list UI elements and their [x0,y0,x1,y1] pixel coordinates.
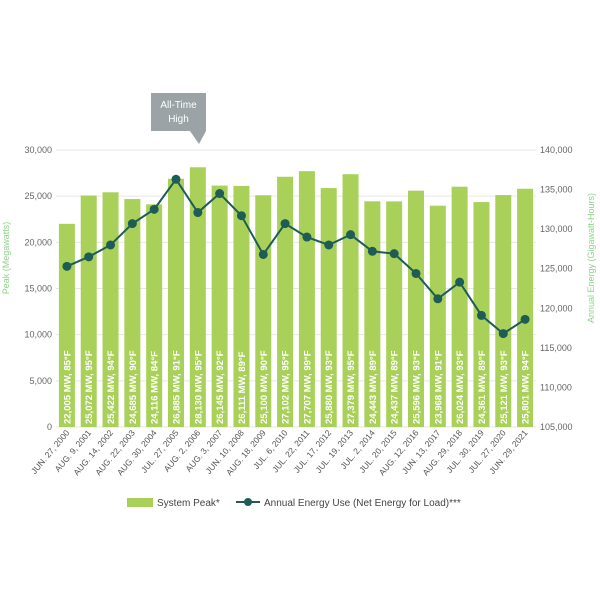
peak-bar [58,223,75,427]
bar-data-label: 25,596 MW, 93°F [412,350,423,424]
energy-line [66,177,526,335]
energy-point [280,219,290,229]
bar-data-label: 27,707 MW, 99°F [302,350,313,424]
bar-data-label: 27,379 MW, 95°F [346,350,357,424]
callout-line2: High [168,114,189,125]
peak-bar [364,201,381,427]
all-time-high-callout: All-Time High [151,93,206,144]
right-tick-label: 110,000 [540,382,572,392]
left-tick-label: 20,000 [24,237,52,247]
bar-series: 22,005 MW, 85°F 25,072 MW, 95°F 25,422 MW,… [58,167,534,427]
energy-point [258,249,268,259]
peak-bar [80,195,97,427]
left-axis-title: Peak (Megawatts) [1,222,11,295]
left-tick-label: 25,000 [24,191,52,201]
peak-bar [233,185,250,427]
right-axis-title: Annual Energy (Gigawatt-Hours) [586,193,596,323]
energy-point [106,240,116,250]
bar-data-label: 26,885 MW, 91°F [172,350,183,424]
energy-point [389,249,399,259]
energy-point [498,329,508,339]
bar-data-label: 24,685 MW, 90°F [128,350,139,424]
bar-data-label: 26,145 MW, 92°F [215,350,226,424]
left-tick-label: 30,000 [24,145,52,155]
energy-point [324,240,334,250]
energy-point [171,174,181,184]
right-tick-label: 105,000 [540,422,573,432]
peak-bar [277,176,294,427]
energy-point [411,268,421,278]
left-tick-label: 15,000 [24,284,52,294]
callout-line1: All-Time [160,100,197,111]
right-tick-label: 125,000 [540,264,573,274]
callout-pointer [190,131,206,144]
left-axis-ticks: 0 5,000 10,000 15,000 20,000 25,000 30,000 [24,145,52,432]
energy-point [520,314,530,324]
energy-point [433,294,443,304]
left-tick-label: 5,000 [29,376,52,386]
bar-data-label: 27,102 MW, 95°F [281,350,292,424]
energy-point [236,211,246,221]
bar-data-label: 25,422 MW, 94°F [106,350,117,424]
bar-data-label: 24,361 MW, 89°F [477,350,488,424]
bar-data-label: 26,111 MW, 89°F [237,351,248,424]
energy-point [476,310,486,320]
left-tick-label: 10,000 [24,330,52,340]
peak-bar [189,167,206,427]
legend-bar-swatch [127,498,153,507]
bar-data-label: 25,072 MW, 95°F [84,350,95,424]
bar-data-label: 25,801 MW, 94°F [521,350,532,424]
right-tick-label: 135,000 [540,185,573,195]
energy-point [193,208,203,218]
legend-bar-label: System Peak* [157,498,220,509]
right-tick-label: 140,000 [540,145,573,155]
energy-point [215,189,225,199]
energy-point [455,277,465,287]
right-tick-label: 120,000 [540,303,573,313]
callout-box [151,93,206,131]
peak-bar [408,190,424,427]
bar-data-label: 25,100 MW, 90°F [259,350,270,424]
bar-data-label: 24,443 MW, 89°F [368,350,379,424]
right-tick-label: 130,000 [540,224,573,234]
energy-point [127,219,137,229]
peak-bar [429,205,446,427]
bar-data-label: 24,116 MW, 84°F [150,351,161,424]
energy-point [302,232,312,242]
bar-data-label: 24,437 MW, 89°F [390,350,401,424]
line-series [62,174,530,339]
legend: System Peak* Annual Energy Use (Net Ener… [127,498,461,509]
bar-data-label: 26,024 MW, 93°F [455,350,466,424]
bar-data-label: 23,968 MW, 91°F [433,350,444,424]
right-axis-ticks: 105,000 110,000 115,000 120,000 125,000 130,0… [540,145,573,432]
peak-bar [211,185,228,427]
peak-bar [451,186,468,427]
bar-data-label: 22,005 MW, 85°F [62,350,73,424]
peak-bar [495,195,512,427]
legend-line-marker [244,498,252,506]
right-tick-label: 115,000 [540,343,572,353]
bar-data-label: 25,121 MW, 93°F [499,350,510,424]
left-tick-label: 0 [47,422,52,432]
peak-bar [124,199,141,427]
energy-point [367,246,377,256]
peak-bar [320,188,337,427]
bar-data-label: 28,130 MW, 95°F [193,350,204,424]
peak-bar [146,204,163,427]
energy-point [62,261,72,271]
energy-point [84,252,94,262]
energy-point [346,230,356,240]
peak-bar [168,178,184,427]
peak-bar [102,192,119,427]
peak-bar [517,188,534,427]
energy-point [149,204,159,214]
legend-line-label: Annual Energy Use (Net Energy for Load)*… [264,498,461,509]
bar-data-label: 25,880 MW, 93°F [324,350,335,424]
